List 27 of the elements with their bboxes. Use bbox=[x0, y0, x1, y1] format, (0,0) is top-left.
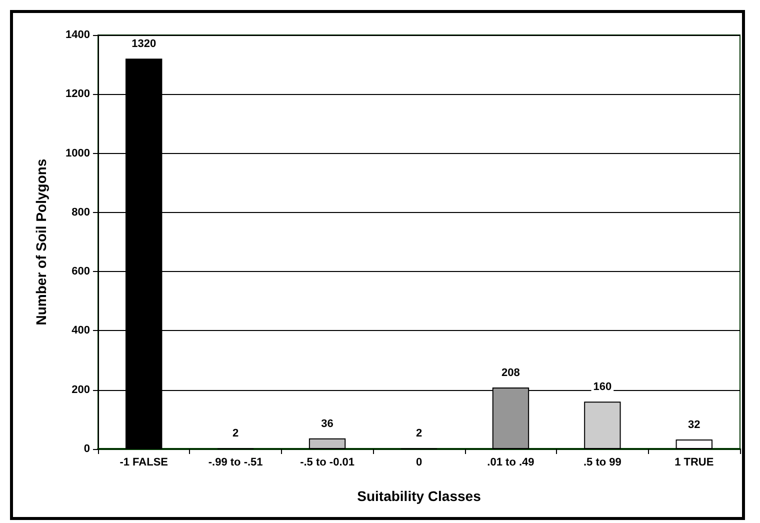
data-label: 36 bbox=[321, 418, 334, 430]
data-label: 1320 bbox=[132, 38, 156, 50]
y-tick-label: 400 bbox=[72, 324, 90, 337]
data-label: 32 bbox=[688, 419, 700, 432]
y-tick-label: 0 bbox=[84, 443, 90, 455]
data-label: 160 bbox=[593, 381, 612, 394]
x-tick-label: -.99 to -.51 bbox=[208, 456, 263, 468]
x-tick-label: .01 to .49 bbox=[487, 456, 534, 468]
y-axis-title: Number of Soil Polygons bbox=[33, 158, 49, 326]
x-tick-label: -.5 to -0.01 bbox=[300, 456, 354, 468]
y-tick-label: 1000 bbox=[66, 147, 90, 160]
bar bbox=[584, 402, 621, 449]
data-label: 208 bbox=[502, 366, 520, 379]
x-tick-label: 0 bbox=[416, 456, 422, 468]
x-tick-label: -1 FALSE bbox=[120, 456, 168, 468]
y-tick-label: 1200 bbox=[66, 88, 90, 100]
x-tick-label: .5 to 99 bbox=[583, 456, 622, 468]
y-tick-label: 600 bbox=[72, 266, 90, 278]
y-tick-label: 200 bbox=[72, 384, 90, 396]
x-tick-label: 1 TRUE bbox=[674, 456, 714, 468]
bar bbox=[676, 440, 712, 449]
data-label: 2 bbox=[232, 428, 239, 440]
bar bbox=[308, 438, 346, 449]
x-axis-title: Suitability Classes bbox=[357, 488, 482, 504]
data-label: 2 bbox=[416, 428, 422, 440]
y-tick-label: 800 bbox=[72, 206, 90, 218]
y-tick-label: 1400 bbox=[66, 29, 90, 41]
